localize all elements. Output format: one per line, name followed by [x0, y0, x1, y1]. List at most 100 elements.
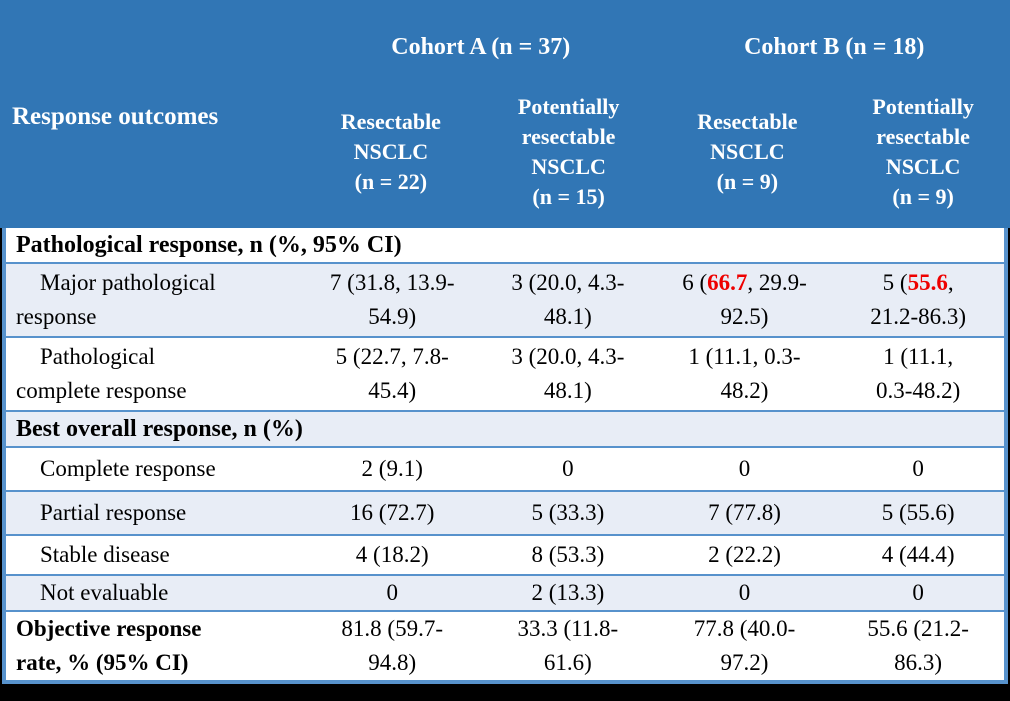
- cell-value: 3 (20.0, 4.3- 48.1): [511, 344, 625, 403]
- cell-value: 5 (55.6, 21.2-86.3): [836, 266, 1000, 334]
- section-title: Best overall response, n (%): [6, 412, 1004, 446]
- cell-potentially-resectable-b: 5 (55.6): [832, 492, 1004, 534]
- row-label: Not evaluable: [6, 576, 305, 610]
- cell-value: 1 (11.1, 0.3- 48.2): [688, 344, 801, 403]
- cell-value: 81.8 (59.7- 94.8): [341, 616, 443, 675]
- cell-resectable-a: 16 (72.7): [305, 492, 479, 534]
- row-partial-response: Partial response 16 (72.7) 5 (33.3) 7 (7…: [6, 490, 1004, 534]
- cell-value: 4 (44.4): [881, 542, 955, 567]
- cell-resectable-a: 2 (9.1): [305, 448, 479, 490]
- cell-resectable-b: 1 (11.1, 0.3- 48.2): [657, 338, 833, 410]
- header-cohort-b: Cohort B (n = 18): [659, 0, 1010, 85]
- cell-value: 5 (22.7, 7.8- 45.4): [335, 344, 449, 403]
- header-col-resectable-a-label: Resectable NSCLC (n = 22): [340, 108, 441, 194]
- header-col-potentially-resectable-a-label: Potentially resectable NSCLC (n = 15): [517, 93, 620, 209]
- cell-potentially-resectable-b: 0: [832, 576, 1004, 610]
- header-cohort-b-label: Cohort B (n = 18): [744, 34, 925, 60]
- cell-value-highlight: 55.6: [907, 270, 948, 295]
- section-title-text: Best overall response, n (%): [16, 416, 303, 442]
- cell-resectable-a: 0: [305, 576, 479, 610]
- header-col-resectable-b: Resectable NSCLC (n = 9): [659, 85, 837, 228]
- cell-potentially-resectable-b: 5 (55.6, 21.2-86.3): [832, 264, 1004, 336]
- cell-value: 2 (13.3): [531, 580, 605, 605]
- cell-potentially-resectable-a: 3 (20.0, 4.3- 48.1): [479, 338, 657, 410]
- row-label: Partial response: [6, 492, 305, 534]
- header-col-potentially-resectable-a: Potentially resectable NSCLC (n = 15): [479, 85, 659, 228]
- row-label-text: Complete response: [40, 456, 216, 481]
- header-response-outcomes: Response outcomes: [0, 0, 303, 228]
- cell-potentially-resectable-a: 3 (20.0, 4.3- 48.1): [479, 264, 657, 336]
- header-col-resectable-b-label: Resectable NSCLC (n = 9): [697, 108, 798, 194]
- cell-value: 7 (77.8): [708, 500, 781, 525]
- cell-value: 6 (66.7, 29.9- 92.5): [661, 266, 829, 334]
- row-major-pathological-response: Major pathological response 7 (31.8, 13.…: [6, 262, 1004, 336]
- header-cohort-a-label: Cohort A (n = 37): [391, 34, 571, 60]
- cell-value: 1 (11.1, 0.3-48.2): [875, 344, 961, 403]
- cell-value: 77.8 (40.0- 97.2): [693, 616, 796, 675]
- cell-resectable-a: 5 (22.7, 7.8- 45.4): [305, 338, 479, 410]
- cell-value: 0: [738, 580, 751, 605]
- cell-potentially-resectable-b: 1 (11.1, 0.3-48.2): [832, 338, 1004, 410]
- cell-value: 16 (72.7): [350, 500, 435, 525]
- cell-value: 3 (20.0, 4.3- 48.1): [511, 270, 625, 329]
- cell-resectable-b: 0: [657, 448, 833, 490]
- cell-resectable-a: 81.8 (59.7- 94.8): [305, 612, 479, 680]
- row-label: Major pathological response: [6, 264, 305, 336]
- cell-resectable-b: 0: [657, 576, 833, 610]
- row-label: Objective response rate, % (95% CI): [6, 612, 305, 680]
- row-label: Pathological complete response: [6, 338, 305, 410]
- cell-potentially-resectable-b: 4 (44.4): [832, 536, 1004, 574]
- section-title-text: Pathological response, n (%, 95% CI): [16, 232, 402, 258]
- cell-resectable-a: 7 (31.8, 13.9- 54.9): [305, 264, 479, 336]
- row-not-evaluable: Not evaluable 0 2 (13.3) 0 0: [6, 574, 1004, 610]
- row-pathological-complete-response: Pathological complete response 5 (22.7, …: [6, 336, 1004, 410]
- cell-resectable-a: 4 (18.2): [305, 536, 479, 574]
- cell-value: 0: [912, 456, 924, 481]
- row-objective-response-rate: Objective response rate, % (95% CI) 81.8…: [6, 610, 1004, 680]
- row-label-text: Objective response rate, % (95% CI): [16, 616, 202, 675]
- cell-resectable-b: 6 (66.7, 29.9- 92.5): [657, 264, 833, 336]
- cell-value: 0: [738, 456, 751, 481]
- header-col-resectable-a: Resectable NSCLC (n = 22): [303, 85, 479, 228]
- row-section-pathological-response: Pathological response, n (%, 95% CI): [6, 228, 1004, 262]
- cell-resectable-b: 7 (77.8): [657, 492, 833, 534]
- header-col-potentially-resectable-b: Potentially resectable NSCLC (n = 9): [836, 85, 1010, 228]
- cell-value-prefix: 5 (: [882, 270, 908, 295]
- cell-value: 0: [912, 580, 924, 605]
- cell-value: 33.3 (11.8- 61.6): [517, 616, 619, 675]
- row-complete-response: Complete response 2 (9.1) 0 0 0: [6, 446, 1004, 490]
- header-col-potentially-resectable-b-label: Potentially resectable NSCLC (n = 9): [872, 93, 974, 209]
- cell-potentially-resectable-a: 2 (13.3): [479, 576, 657, 610]
- cell-value: 2 (9.1): [361, 456, 423, 481]
- cell-potentially-resectable-a: 8 (53.3): [479, 536, 657, 574]
- cell-potentially-resectable-a: 0: [479, 448, 657, 490]
- header-response-outcomes-label: Response outcomes: [12, 103, 219, 130]
- cell-value: 0: [562, 456, 574, 481]
- response-outcomes-table: Response outcomes Cohort A (n = 37) Coho…: [0, 0, 1010, 684]
- row-section-best-overall-response: Best overall response, n (%): [6, 410, 1004, 446]
- table-header: Response outcomes Cohort A (n = 37) Coho…: [0, 0, 1010, 228]
- cell-resectable-b: 77.8 (40.0- 97.2): [657, 612, 833, 680]
- cell-value-suffix: , 21.2-86.3): [870, 270, 967, 329]
- cell-potentially-resectable-b: 0: [832, 448, 1004, 490]
- cell-value: 0: [386, 580, 398, 605]
- cell-potentially-resectable-b: 55.6 (21.2- 86.3): [832, 612, 1004, 680]
- cell-value: 8 (53.3): [531, 542, 605, 567]
- row-stable-disease: Stable disease 4 (18.2) 8 (53.3) 2 (22.2…: [6, 534, 1004, 574]
- row-label-text: Pathological complete response: [16, 344, 187, 403]
- row-label: Complete response: [6, 448, 305, 490]
- cell-value-prefix: 6 (: [682, 270, 708, 295]
- cell-value: 4 (18.2): [355, 542, 429, 567]
- cell-value-highlight: 66.7: [707, 270, 748, 295]
- row-label-text: Partial response: [40, 500, 187, 525]
- row-label: Stable disease: [6, 536, 305, 574]
- row-label-text: Major pathological response: [16, 270, 216, 329]
- cell-value: 5 (55.6): [881, 500, 955, 525]
- cell-value: 5 (33.3): [531, 500, 605, 525]
- cell-resectable-b: 2 (22.2): [657, 536, 833, 574]
- cell-value: 2 (22.2): [708, 542, 781, 567]
- cell-value-suffix: , 29.9- 92.5): [720, 270, 807, 329]
- row-label-text: Stable disease: [40, 542, 170, 567]
- row-label-text: Not evaluable: [40, 580, 169, 605]
- cell-value: 7 (31.8, 13.9- 54.9): [329, 270, 455, 329]
